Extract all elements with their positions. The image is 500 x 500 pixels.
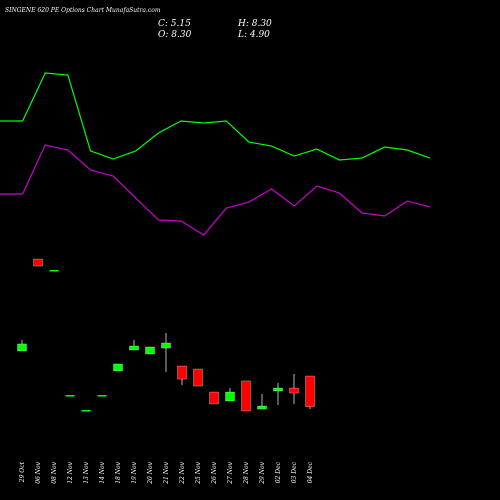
x-tick-label: 19 Nov (131, 461, 138, 483)
x-tick-label: 08 Nov (51, 461, 58, 483)
x-tick-label: 06 Nov (35, 461, 42, 483)
candle-body (145, 346, 155, 355)
candle-body (177, 365, 187, 380)
x-tick-label: 13 Nov (83, 461, 90, 483)
x-tick-label: 26 Nov (211, 461, 218, 484)
candle-body (193, 368, 203, 387)
candle-body (81, 409, 91, 412)
candle-body (241, 380, 251, 412)
candle-body (17, 343, 27, 352)
candle-body (289, 387, 299, 394)
header-low: L: 4.90 (237, 30, 270, 40)
candle-body (225, 391, 235, 402)
chart-title: SINGENE 620 PE Options Chart MunafaSutra… (5, 7, 161, 14)
candle-body (161, 342, 171, 349)
candle-body (97, 395, 107, 397)
candle-body (257, 405, 267, 410)
x-tick-label: 20 Nov (147, 461, 154, 484)
x-tick-label: 02 Dec (275, 461, 282, 483)
candle-body (33, 258, 43, 267)
x-tick-label: 14 Nov (99, 461, 106, 483)
candle-body (273, 387, 283, 392)
x-tick-label: 29 Oct (19, 461, 26, 483)
candle-body (305, 375, 315, 407)
x-tick-label: 21 Nov (163, 461, 170, 484)
x-tick-label: 12 Nov (67, 461, 74, 483)
x-tick-label: 22 Nov (179, 461, 186, 484)
candle-body (209, 391, 219, 405)
header-open: O: 8.30 (158, 30, 192, 40)
indicator-line (0, 72, 431, 161)
candle-body (65, 395, 75, 397)
x-tick-label: 25 Nov (195, 461, 202, 484)
indicator-line (0, 144, 431, 236)
x-tick-label: 29 Nov (259, 461, 266, 484)
header-close: C: 5.15 (158, 19, 191, 29)
x-tick-label: 28 Nov (243, 461, 250, 484)
candle-body (129, 345, 139, 351)
candle-body (49, 269, 59, 272)
x-tick-label: 03 Dec (291, 461, 298, 483)
candle-body (113, 363, 123, 372)
x-tick-label: 04 Dec (307, 461, 314, 483)
x-tick-label: 18 Nov (115, 461, 122, 483)
header-high: H: 8.30 (237, 19, 272, 29)
x-tick-label: 27 Nov (227, 461, 234, 484)
